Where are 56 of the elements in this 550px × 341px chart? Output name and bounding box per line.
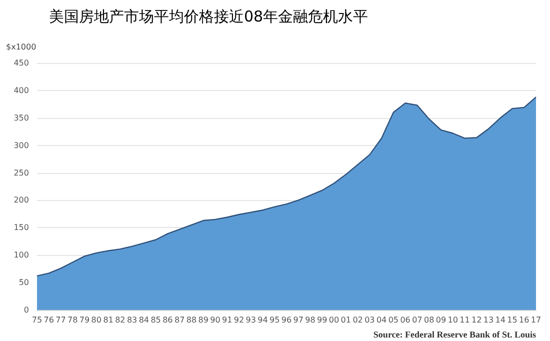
y-tick-label: 400: [14, 86, 29, 95]
x-tick-label: 89: [198, 316, 208, 324]
x-tick-label: 90: [210, 316, 220, 324]
x-tick-label: 06: [400, 316, 410, 324]
x-tick-label: 16: [519, 316, 530, 324]
x-tick-label: 79: [79, 316, 90, 324]
x-tick-label: 97: [293, 316, 304, 324]
x-tick-label: 94: [258, 316, 268, 324]
x-tick-label: 05: [388, 316, 399, 324]
x-tick-label: 08: [424, 316, 434, 324]
x-tick-label: 98: [305, 316, 316, 324]
x-tick-label: 11: [460, 316, 470, 324]
source-note: Source: Federal Reserve Bank of St. Louis: [373, 330, 536, 340]
x-tick-label: 09: [436, 316, 446, 324]
x-tick-label: 87: [174, 316, 185, 324]
x-tick-label: 15: [507, 316, 518, 324]
y-tick-label: 450: [14, 58, 29, 68]
x-tick-label: 14: [495, 316, 506, 324]
x-tick-label: 81: [103, 316, 114, 324]
y-tick-label: 200: [14, 196, 29, 205]
x-tick-label: 75: [32, 316, 42, 324]
x-tick-label: 80: [91, 316, 102, 324]
x-tick-label: 88: [186, 316, 197, 324]
x-tick-label: 83: [126, 316, 138, 324]
y-tick-label: 250: [14, 168, 29, 178]
x-tick-label: 07: [412, 316, 422, 324]
x-tick-label: 95: [270, 316, 280, 324]
x-tick-label: 76: [44, 316, 54, 324]
y-tick-label: 350: [14, 113, 29, 122]
x-tick-label: 01: [340, 316, 351, 324]
x-tick-label: 03: [364, 316, 375, 324]
x-tick-label: 85: [150, 316, 161, 324]
x-tick-label: 78: [68, 316, 78, 324]
x-tick-label: 82: [115, 316, 126, 324]
y-tick-label: 0: [24, 306, 29, 314]
x-tick-label: 10: [448, 316, 458, 324]
y-axis-title: $x1000: [6, 42, 36, 52]
y-tick-label: 100: [14, 250, 29, 260]
x-tick-label: 91: [222, 316, 232, 324]
y-tick-label: 150: [14, 223, 29, 232]
x-tick-label: 92: [234, 316, 244, 324]
y-tick-label: 50: [18, 278, 29, 288]
x-tick-label: 99: [317, 316, 328, 324]
x-tick-label: 02: [352, 316, 363, 324]
x-tick-label: 93: [246, 316, 256, 324]
x-tick-label: 84: [138, 316, 150, 324]
chart-title: 美国房地产市场平均价格接近08年金融危机水平: [49, 8, 368, 26]
x-tick-label: 17: [530, 316, 542, 324]
x-tick-label: 13: [483, 316, 494, 324]
x-tick-label: 77: [56, 316, 66, 324]
y-tick-label: 300: [14, 140, 29, 150]
x-tick-label: 12: [472, 316, 482, 324]
x-tick-label: 96: [281, 316, 292, 324]
x-tick-label: 00: [328, 316, 340, 324]
x-tick-label: 04: [376, 316, 387, 324]
x-tick-label: 86: [162, 316, 173, 324]
